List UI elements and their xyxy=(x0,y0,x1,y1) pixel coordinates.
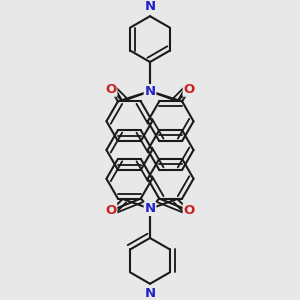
Text: N: N xyxy=(144,202,156,215)
Text: O: O xyxy=(183,83,195,96)
Text: N: N xyxy=(144,287,156,300)
Text: N: N xyxy=(144,0,156,13)
Text: O: O xyxy=(183,204,195,217)
Text: O: O xyxy=(105,83,117,96)
Text: N: N xyxy=(144,85,156,98)
Text: N: N xyxy=(144,202,156,215)
Text: O: O xyxy=(183,83,195,96)
Text: O: O xyxy=(183,204,195,217)
Text: O: O xyxy=(105,204,117,217)
Text: O: O xyxy=(105,83,117,96)
Text: O: O xyxy=(105,204,117,217)
Text: N: N xyxy=(144,85,156,98)
